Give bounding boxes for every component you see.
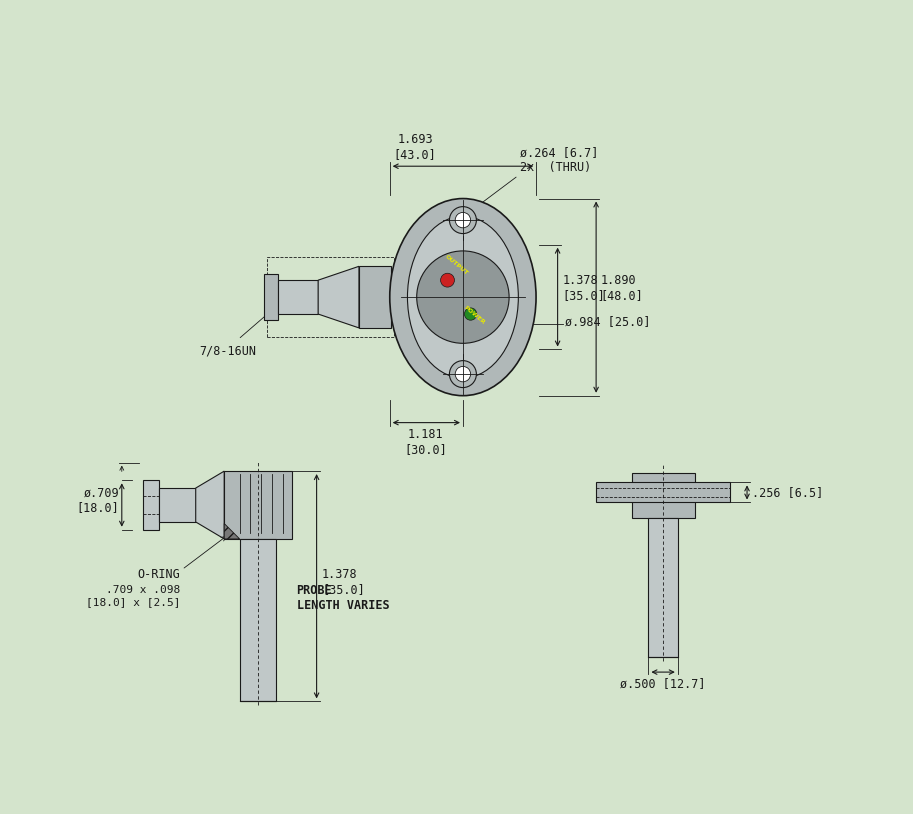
- Ellipse shape: [407, 217, 519, 378]
- Text: 1.693
[43.0]: 1.693 [43.0]: [394, 133, 436, 161]
- Circle shape: [456, 366, 470, 382]
- Bar: [143, 480, 159, 530]
- Text: 1.378
[35.0]: 1.378 [35.0]: [562, 274, 605, 302]
- Text: 7/8-16UN: 7/8-16UN: [200, 345, 257, 358]
- Ellipse shape: [390, 199, 536, 396]
- Circle shape: [449, 207, 477, 234]
- Bar: [225, 471, 292, 539]
- Text: POWER: POWER: [463, 304, 486, 326]
- Bar: [278, 280, 318, 314]
- Bar: [359, 266, 392, 328]
- Text: 1.890
[48.0]: 1.890 [48.0]: [601, 274, 644, 302]
- Circle shape: [456, 212, 470, 228]
- Text: PROBE
LENGTH VARIES: PROBE LENGTH VARIES: [297, 584, 389, 612]
- Text: ø.709
[18.0]: ø.709 [18.0]: [77, 487, 120, 514]
- Text: .709 x .098
[18.0] x [2.5]: .709 x .098 [18.0] x [2.5]: [86, 585, 180, 606]
- Bar: [632, 474, 695, 518]
- Bar: [596, 483, 730, 502]
- Text: 1.378
[35.0]: 1.378 [35.0]: [322, 568, 365, 597]
- Text: ø.984 [25.0]: ø.984 [25.0]: [564, 315, 650, 328]
- Circle shape: [465, 308, 477, 320]
- Circle shape: [441, 274, 455, 287]
- Bar: [264, 274, 278, 320]
- Polygon shape: [195, 471, 225, 539]
- Bar: [648, 518, 677, 657]
- Text: ø.500 [12.7]: ø.500 [12.7]: [620, 677, 706, 690]
- Text: ø.264 [6.7]
2x  (THRU): ø.264 [6.7] 2x (THRU): [519, 146, 598, 174]
- Polygon shape: [225, 523, 239, 539]
- Bar: [159, 488, 195, 522]
- Text: 1.181
[30.0]: 1.181 [30.0]: [404, 428, 447, 456]
- Circle shape: [416, 251, 509, 344]
- Circle shape: [449, 361, 477, 387]
- Text: .256 [6.5]: .256 [6.5]: [752, 486, 824, 499]
- Text: OUTPUT: OUTPUT: [445, 253, 469, 276]
- Bar: [240, 539, 276, 702]
- Text: O-RING: O-RING: [138, 568, 180, 581]
- Polygon shape: [318, 266, 359, 328]
